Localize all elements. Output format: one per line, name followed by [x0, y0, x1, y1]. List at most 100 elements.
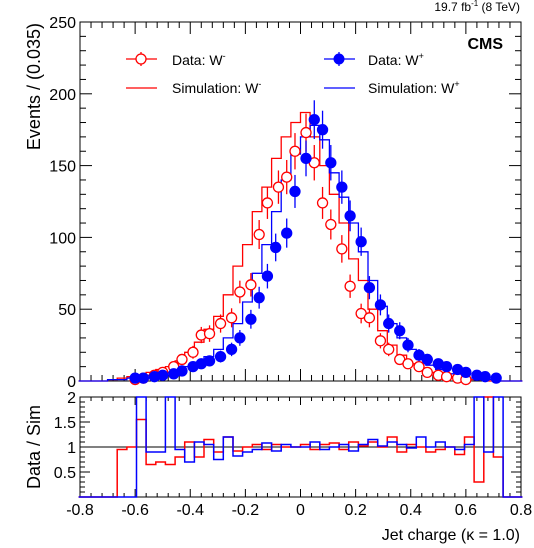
data-point-data_minus: [375, 336, 385, 346]
data-point-data_plus: [318, 125, 328, 135]
data-point-data_minus: [422, 367, 432, 377]
main-y-tick-label: 250: [49, 15, 76, 32]
main-plot-frame: [80, 22, 521, 381]
main-y-tick-label: 0: [67, 374, 76, 391]
data-point-data_plus: [138, 373, 148, 383]
data-point-data_minus: [301, 128, 311, 138]
x-tick-label: 0.8: [510, 502, 532, 519]
data-point-data_plus: [345, 211, 355, 221]
data-point-data_minus: [235, 287, 245, 297]
data-point-data_plus: [384, 319, 394, 329]
legend: Data: W- Simulation: W- Data: W+ Simulat…: [126, 51, 460, 96]
ratio-y-tick-labels: 0.5 1 1.5 2: [54, 390, 76, 482]
x-tick-label: 0.6: [455, 502, 477, 519]
data-point-data_plus: [461, 367, 471, 377]
data-point-data_plus: [326, 158, 336, 168]
data-point-data_plus: [271, 242, 281, 252]
data-point-data_plus: [309, 115, 319, 125]
data-point-data_plus: [403, 340, 413, 350]
luminosity-value: 19.7 fb: [434, 0, 471, 14]
data-point-data_plus: [290, 186, 300, 196]
data-point-data_minus: [262, 198, 272, 208]
data-point-data_plus: [375, 300, 385, 310]
data-point-data_plus: [227, 344, 237, 354]
data-point-data_minus: [337, 244, 347, 254]
main-y-tick-label: 150: [49, 159, 76, 176]
svg-text:Data: W-: Data: W-: [172, 51, 226, 68]
ratio-y-tick-label: 0.5: [54, 465, 76, 482]
x-axis-title: Jet charge (κ = 1.0): [382, 527, 520, 544]
data-point-data_plus: [235, 333, 245, 343]
data-point-data_minus: [442, 372, 452, 382]
legend-label-sim-minus: Simulation: W: [172, 80, 259, 96]
main-series-layer: [79, 100, 523, 384]
experiment-label: CMS: [467, 36, 503, 53]
ratio-y-tick-label: 1.5: [54, 415, 76, 432]
data-point-data_minus: [188, 347, 198, 357]
ratio-y-tick-label: 2: [67, 390, 76, 407]
main-y-tick-labels: 0 50 100 150 200 250: [49, 15, 76, 391]
x-tick-label: 0: [296, 502, 305, 519]
data-point-data_plus: [254, 293, 264, 303]
data-point-data_minus: [326, 219, 336, 229]
data-point-data_minus: [282, 172, 292, 182]
ratio-y-tick-label: 1: [67, 440, 76, 457]
data-point-data_plus: [158, 370, 168, 380]
x-tick-labels: -0.8 -0.6 -0.4 -0.2 0 0.2 0.4 0.6 0.8: [66, 502, 532, 519]
data-point-data_minus: [177, 354, 187, 364]
energy-label: (8 TeV): [478, 0, 520, 14]
x-tick-label: -0.8: [66, 502, 94, 519]
data-point-data_minus: [205, 329, 215, 339]
histogram-sim_plus: [79, 125, 523, 381]
data-point-data_plus: [364, 283, 374, 293]
data-point-data_plus: [337, 182, 347, 192]
data-point-data_minus: [345, 281, 355, 291]
data-point-data_plus: [480, 372, 490, 382]
main-y-tick-label: 50: [58, 302, 76, 319]
legend-entry-data-plus: Data: W+: [324, 51, 424, 68]
data-point-data_minus: [364, 313, 374, 323]
filled-circle-marker-icon: [334, 54, 344, 64]
ratio-y-axis-title: Data / Sim: [24, 405, 44, 489]
data-point-data_plus: [246, 314, 256, 324]
data-point-data_minus: [216, 319, 226, 329]
legend-entry-data-minus: Data: W-: [126, 51, 226, 68]
data-point-data_minus: [254, 230, 264, 240]
data-point-data_minus: [273, 182, 283, 192]
legend-entry-sim-plus: Simulation: W+: [324, 79, 460, 96]
main-y-tick-label: 200: [49, 87, 76, 104]
data-point-data_minus: [246, 280, 256, 290]
data-point-data_plus: [301, 153, 311, 163]
points-data_plus: [130, 100, 501, 383]
svg-text:Simulation: W-: Simulation: W-: [172, 79, 261, 96]
data-point-data_plus: [282, 228, 292, 238]
svg-text:Data: W+: Data: W+: [368, 51, 424, 68]
data-point-data_plus: [491, 373, 501, 383]
data-point-data_minus: [318, 198, 328, 208]
x-tick-label: 0.4: [400, 502, 422, 519]
main-y-tick-label: 100: [49, 230, 76, 247]
x-tick-label: 0.2: [345, 502, 367, 519]
open-circle-marker-icon: [136, 54, 146, 64]
legend-label-data-plus: Data: W: [368, 52, 419, 68]
legend-entry-sim-minus: Simulation: W-: [126, 79, 261, 96]
luminosity-label: 19.7 fb-1 (8 TeV): [434, 0, 520, 14]
data-point-data_plus: [422, 354, 432, 364]
x-tick-label: -0.4: [176, 502, 204, 519]
legend-label-sim-plus: Simulation: W: [368, 80, 455, 96]
data-point-data_plus: [395, 326, 405, 336]
svg-text:Simulation: W+: Simulation: W+: [368, 79, 460, 96]
data-point-data_plus: [262, 271, 272, 281]
data-point-data_minus: [227, 313, 237, 323]
data-point-data_minus: [403, 359, 413, 369]
data-point-data_plus: [442, 362, 452, 372]
data-point-data_plus: [216, 352, 226, 362]
data-point-data_minus: [290, 146, 300, 156]
data-point-data_plus: [356, 237, 366, 247]
legend-label-data-minus: Data: W: [172, 52, 223, 68]
main-y-axis-title: Events / (0.035): [24, 23, 44, 150]
data-point-data_minus: [384, 344, 394, 354]
x-tick-label: -0.6: [121, 502, 149, 519]
x-tick-label: -0.2: [232, 502, 260, 519]
